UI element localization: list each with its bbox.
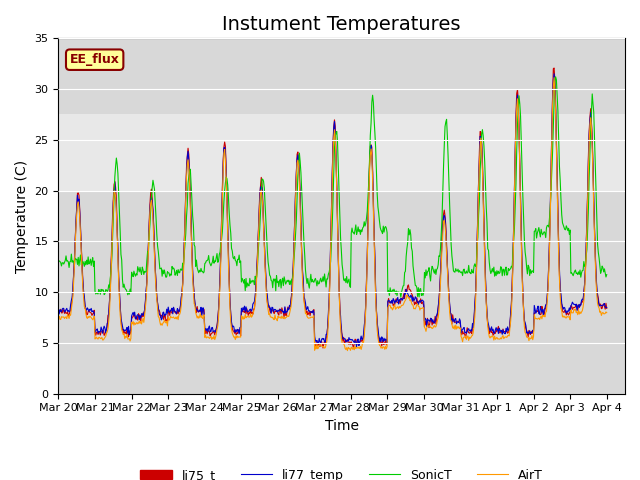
li75_t <box>400 291 408 297</box>
SonicT <box>603 272 611 277</box>
SonicT <box>54 258 62 264</box>
li75_t <box>416 299 424 305</box>
Legend: li75_t, li77_temp, SonicT, AirT: li75_t, li77_temp, SonicT, AirT <box>136 464 548 480</box>
AirT <box>205 336 213 341</box>
Bar <box>58 114 625 191</box>
X-axis label: Time: Time <box>324 419 358 433</box>
li77_temp <box>177 303 184 309</box>
AirT <box>177 309 184 315</box>
SonicT <box>400 283 408 288</box>
AirT <box>121 336 129 341</box>
AirT <box>416 307 424 313</box>
Line: AirT: AirT <box>58 78 607 350</box>
li75_t <box>205 328 213 334</box>
Line: li77_temp: li77_temp <box>58 74 607 347</box>
li77_temp <box>65 308 72 313</box>
SonicT <box>397 294 404 300</box>
Y-axis label: Temperature (C): Temperature (C) <box>15 159 29 273</box>
AirT <box>54 314 62 320</box>
li75_t <box>121 329 129 335</box>
Line: li75_t: li75_t <box>58 68 607 348</box>
AirT <box>344 348 351 353</box>
li75_t <box>177 303 184 309</box>
AirT <box>550 75 558 81</box>
li77_temp <box>353 344 360 349</box>
SonicT <box>65 259 72 265</box>
li75_t <box>349 346 357 351</box>
li77_temp <box>550 71 558 77</box>
AirT <box>65 313 72 319</box>
Title: Instument Temperatures: Instument Temperatures <box>223 15 461 34</box>
li75_t <box>550 65 558 71</box>
SonicT <box>121 285 129 290</box>
li75_t <box>603 305 611 311</box>
SonicT <box>552 74 559 80</box>
li77_temp <box>54 307 62 312</box>
li77_temp <box>121 328 129 334</box>
li77_temp <box>416 298 424 303</box>
li77_temp <box>205 323 213 329</box>
li77_temp <box>400 295 408 301</box>
li75_t <box>65 313 72 319</box>
li77_temp <box>603 304 611 310</box>
Line: SonicT: SonicT <box>58 77 607 297</box>
SonicT <box>205 259 213 265</box>
AirT <box>603 310 611 315</box>
SonicT <box>416 286 424 292</box>
Text: EE_flux: EE_flux <box>70 53 120 66</box>
AirT <box>400 300 408 306</box>
li75_t <box>54 309 62 314</box>
SonicT <box>177 266 184 272</box>
